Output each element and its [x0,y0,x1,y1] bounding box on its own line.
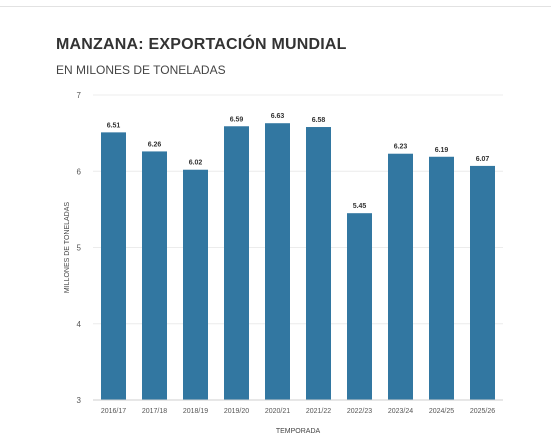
bar-2021-22 [306,127,331,401]
bar-2017-18 [142,151,167,400]
bar-2023-24 [388,153,413,400]
x-tick-label: 2025/26 [470,408,495,415]
x-tick-label: 2023/24 [388,408,413,415]
value-labels: 6.51 6.26 6.02 6.59 6.63 6.58 5.45 6.23 6.19 6.07 [107,113,490,210]
y-tick-label: 6 [77,167,82,176]
bar-2018-19 [183,169,208,400]
x-tick-label: 2019/20 [224,408,249,415]
bar-2020-21 [265,123,290,401]
bar-value-label: 6.59 [230,116,244,123]
bar-value-label: 6.63 [271,113,285,120]
bar-value-label: 6.23 [394,144,408,151]
x-tick-label: 2017/18 [142,408,167,415]
y-axis-ticks: 3 4 5 6 7 [77,91,82,405]
bar-2019-20 [224,126,249,400]
x-tick-label: 2018/19 [183,408,208,415]
x-axis-ticks: 2016/17 2017/18 2018/19 2019/20 2020/21 2021/… [101,408,495,415]
chart-subtitle: EN MILONES DE TONELADAS [56,63,226,77]
bar-value-label: 6.58 [312,117,326,124]
bar-value-label: 5.45 [353,203,367,210]
top-divider [0,6,551,7]
y-tick-label: 4 [77,320,82,329]
y-axis-title: MILLONES DE TONELADAS [64,202,71,293]
x-tick-label: 2016/17 [101,408,126,415]
bar-2022-23 [347,213,372,400]
bar-value-label: 6.51 [107,122,121,129]
bar-2025-26 [470,165,495,400]
bars [101,123,495,401]
bar-2024-25 [429,156,454,400]
bar-value-label: 6.19 [435,147,449,154]
y-tick-label: 5 [77,244,82,253]
x-tick-label: 2021/22 [306,408,331,415]
x-axis-title: TEMPORADA [276,428,321,435]
y-tick-label: 7 [77,91,82,100]
bar-value-label: 6.07 [476,156,490,163]
bar-value-label: 6.02 [189,160,203,167]
bar-2016-17 [101,132,126,401]
x-tick-label: 2020/21 [265,408,290,415]
y-tick-label: 3 [77,396,82,405]
bar-value-label: 6.26 [148,141,162,148]
chart-title: MANZANA: EXPORTACIÓN MUNDIAL [56,36,347,53]
x-tick-label: 2022/23 [347,408,372,415]
x-tick-label: 2024/25 [429,408,454,415]
